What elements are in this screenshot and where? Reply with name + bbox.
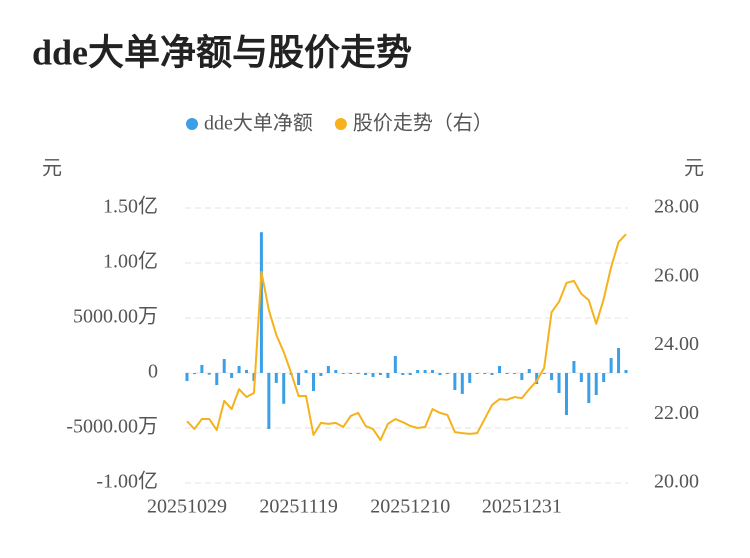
y2-tick-label: 26.00 [654,264,699,286]
bar [602,373,606,383]
bar [483,373,487,374]
bar [505,373,509,374]
bar [222,359,226,373]
bar [490,373,494,375]
bar [274,373,278,383]
bar [512,373,516,374]
y-tick-label: -1.00亿 [96,470,158,493]
bar [386,373,390,378]
y-tick-label: 1.00亿 [103,250,158,273]
bar [341,373,345,374]
bar [349,373,353,374]
bar [587,373,591,404]
bar [423,370,427,373]
y2-tick-label: 20.00 [654,471,699,493]
bar [259,232,263,373]
bar [326,365,330,373]
y-tick-label: -5000.00万 [66,416,158,438]
bar [267,373,271,429]
bar [200,364,204,373]
bar [401,373,405,375]
y2-axis-unit: 元 [684,158,704,180]
bar [498,365,502,373]
legend: dde大单净额 股价走势（右） [186,112,493,135]
y-tick-label: 1.50亿 [103,195,158,218]
bar [431,370,435,373]
bar [564,373,568,416]
legend-marker [334,118,347,130]
y-axis-unit: 元 [42,158,62,180]
bar [468,373,472,383]
bar [192,373,196,375]
bar [237,365,241,373]
bar [579,373,583,383]
y-tick-label: 0 [148,361,158,383]
bar [378,373,382,375]
bar [453,373,457,391]
x-tick-label: 20251231 [482,496,562,518]
bar [215,373,219,386]
legend-marker [186,118,198,130]
chart-title: dde大单净额与股价走势 [32,32,412,72]
bar [408,373,412,375]
legend-label: 股价走势（右） [353,112,493,135]
bar [542,373,546,374]
bar [535,373,539,384]
bar [550,373,554,381]
y2-tick-label: 28.00 [654,196,699,218]
x-tick-label: 20251119 [259,496,338,518]
bar [364,373,368,375]
bar [393,355,397,373]
bar [334,370,338,373]
y2-tick-label: 24.00 [654,333,699,355]
bar [475,373,479,374]
price-line [186,233,627,442]
bar [572,361,576,373]
bar [438,373,442,375]
legend-label: dde大单净额 [204,112,313,135]
y2-tick-label: 22.00 [654,402,699,424]
bar [527,369,531,373]
x-tick-label: 20251029 [147,496,227,518]
bar [319,373,323,376]
bar [617,348,621,373]
x-tick-label: 20251210 [370,496,450,518]
bar [282,373,286,404]
bar [185,373,189,382]
bar [609,358,613,373]
bar [207,373,211,375]
bar [356,373,360,374]
bar [445,373,449,374]
bar [297,373,301,385]
bar [520,373,524,381]
bar [416,370,420,373]
bar [594,373,598,395]
bar [557,373,561,394]
bar [371,373,375,377]
bar [460,373,464,394]
bar [624,370,628,373]
y-tick-label: 5000.00万 [73,306,158,328]
bar [230,373,234,378]
bar [304,370,308,373]
bar [311,373,315,392]
bar [245,370,249,373]
